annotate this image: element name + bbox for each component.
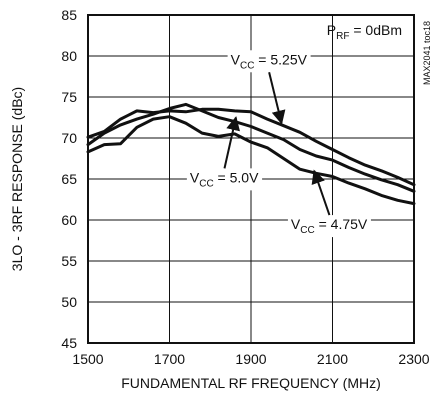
series-line-2 xyxy=(86,115,416,206)
figure-code-label: MAX2041 toc18 xyxy=(422,21,432,85)
x-axis-title: FUNDAMENTAL RF FREQUENCY (MHz) xyxy=(121,375,381,391)
series-label: VCC = 5.25V xyxy=(231,51,308,71)
y-axis-ticks: 45 50 55 60 65 70 75 80 85 xyxy=(61,7,77,351)
series-label-sub: CC xyxy=(240,60,254,71)
x-tick-label: 2100 xyxy=(317,351,348,367)
x-tick-label: 1700 xyxy=(154,351,185,367)
series-annotation-1: VCC = 5.0V xyxy=(186,116,263,191)
y-tick-label: 55 xyxy=(61,253,77,269)
annotation-arrow xyxy=(268,72,286,125)
series-label-sub: CC xyxy=(300,225,314,236)
annotation-background xyxy=(186,168,263,191)
series-group xyxy=(86,102,416,206)
y-tick-label: 80 xyxy=(61,48,77,64)
y-tick-label: 50 xyxy=(61,294,77,310)
series-label-rest: = 5.25V xyxy=(254,51,307,67)
annotation-arrow xyxy=(223,116,240,169)
series-label-main: V xyxy=(291,216,301,232)
plot-area-frame xyxy=(87,14,415,344)
series-label-rest: = 4.75V xyxy=(315,216,368,232)
series-label-main: V xyxy=(190,169,200,185)
annotation-arrow xyxy=(311,169,331,216)
x-axis-ticks: 1500 1700 1900 2100 2300 xyxy=(72,351,429,367)
y-tick-label: 45 xyxy=(61,335,77,351)
series-annotation-2: VCC = 4.75V xyxy=(287,169,371,238)
series-line-0 xyxy=(86,107,416,187)
series-label-main: V xyxy=(231,51,241,67)
condition-rest: = 0dBm xyxy=(349,22,402,38)
y-tick-label: 70 xyxy=(61,130,77,146)
series-label: VCC = 4.75V xyxy=(291,216,368,236)
condition-sub: RF xyxy=(336,31,349,42)
series-label: VCC = 5.0V xyxy=(190,169,259,189)
series-annotation-0: VCC = 5.25V xyxy=(227,50,311,125)
annotation-background xyxy=(227,50,311,73)
x-tick-label: 2300 xyxy=(398,351,429,367)
condition-main: P xyxy=(327,22,336,38)
x-tick-label: 1900 xyxy=(235,351,266,367)
y-tick-label: 85 xyxy=(61,7,77,23)
series-label-sub: CC xyxy=(199,178,213,189)
series-line-1 xyxy=(86,102,416,193)
x-tick-label: 1500 xyxy=(72,351,103,367)
condition-label: PRF = 0dBm xyxy=(327,22,402,42)
annotation-background xyxy=(287,215,371,238)
y-tick-label: 65 xyxy=(61,171,77,187)
series-label-rest: = 5.0V xyxy=(214,169,259,185)
y-axis-title: 3LO - 3RF RESPONSE (dBc) xyxy=(9,87,25,271)
y-tick-label: 60 xyxy=(61,212,77,228)
y-tick-label: 75 xyxy=(61,89,77,105)
